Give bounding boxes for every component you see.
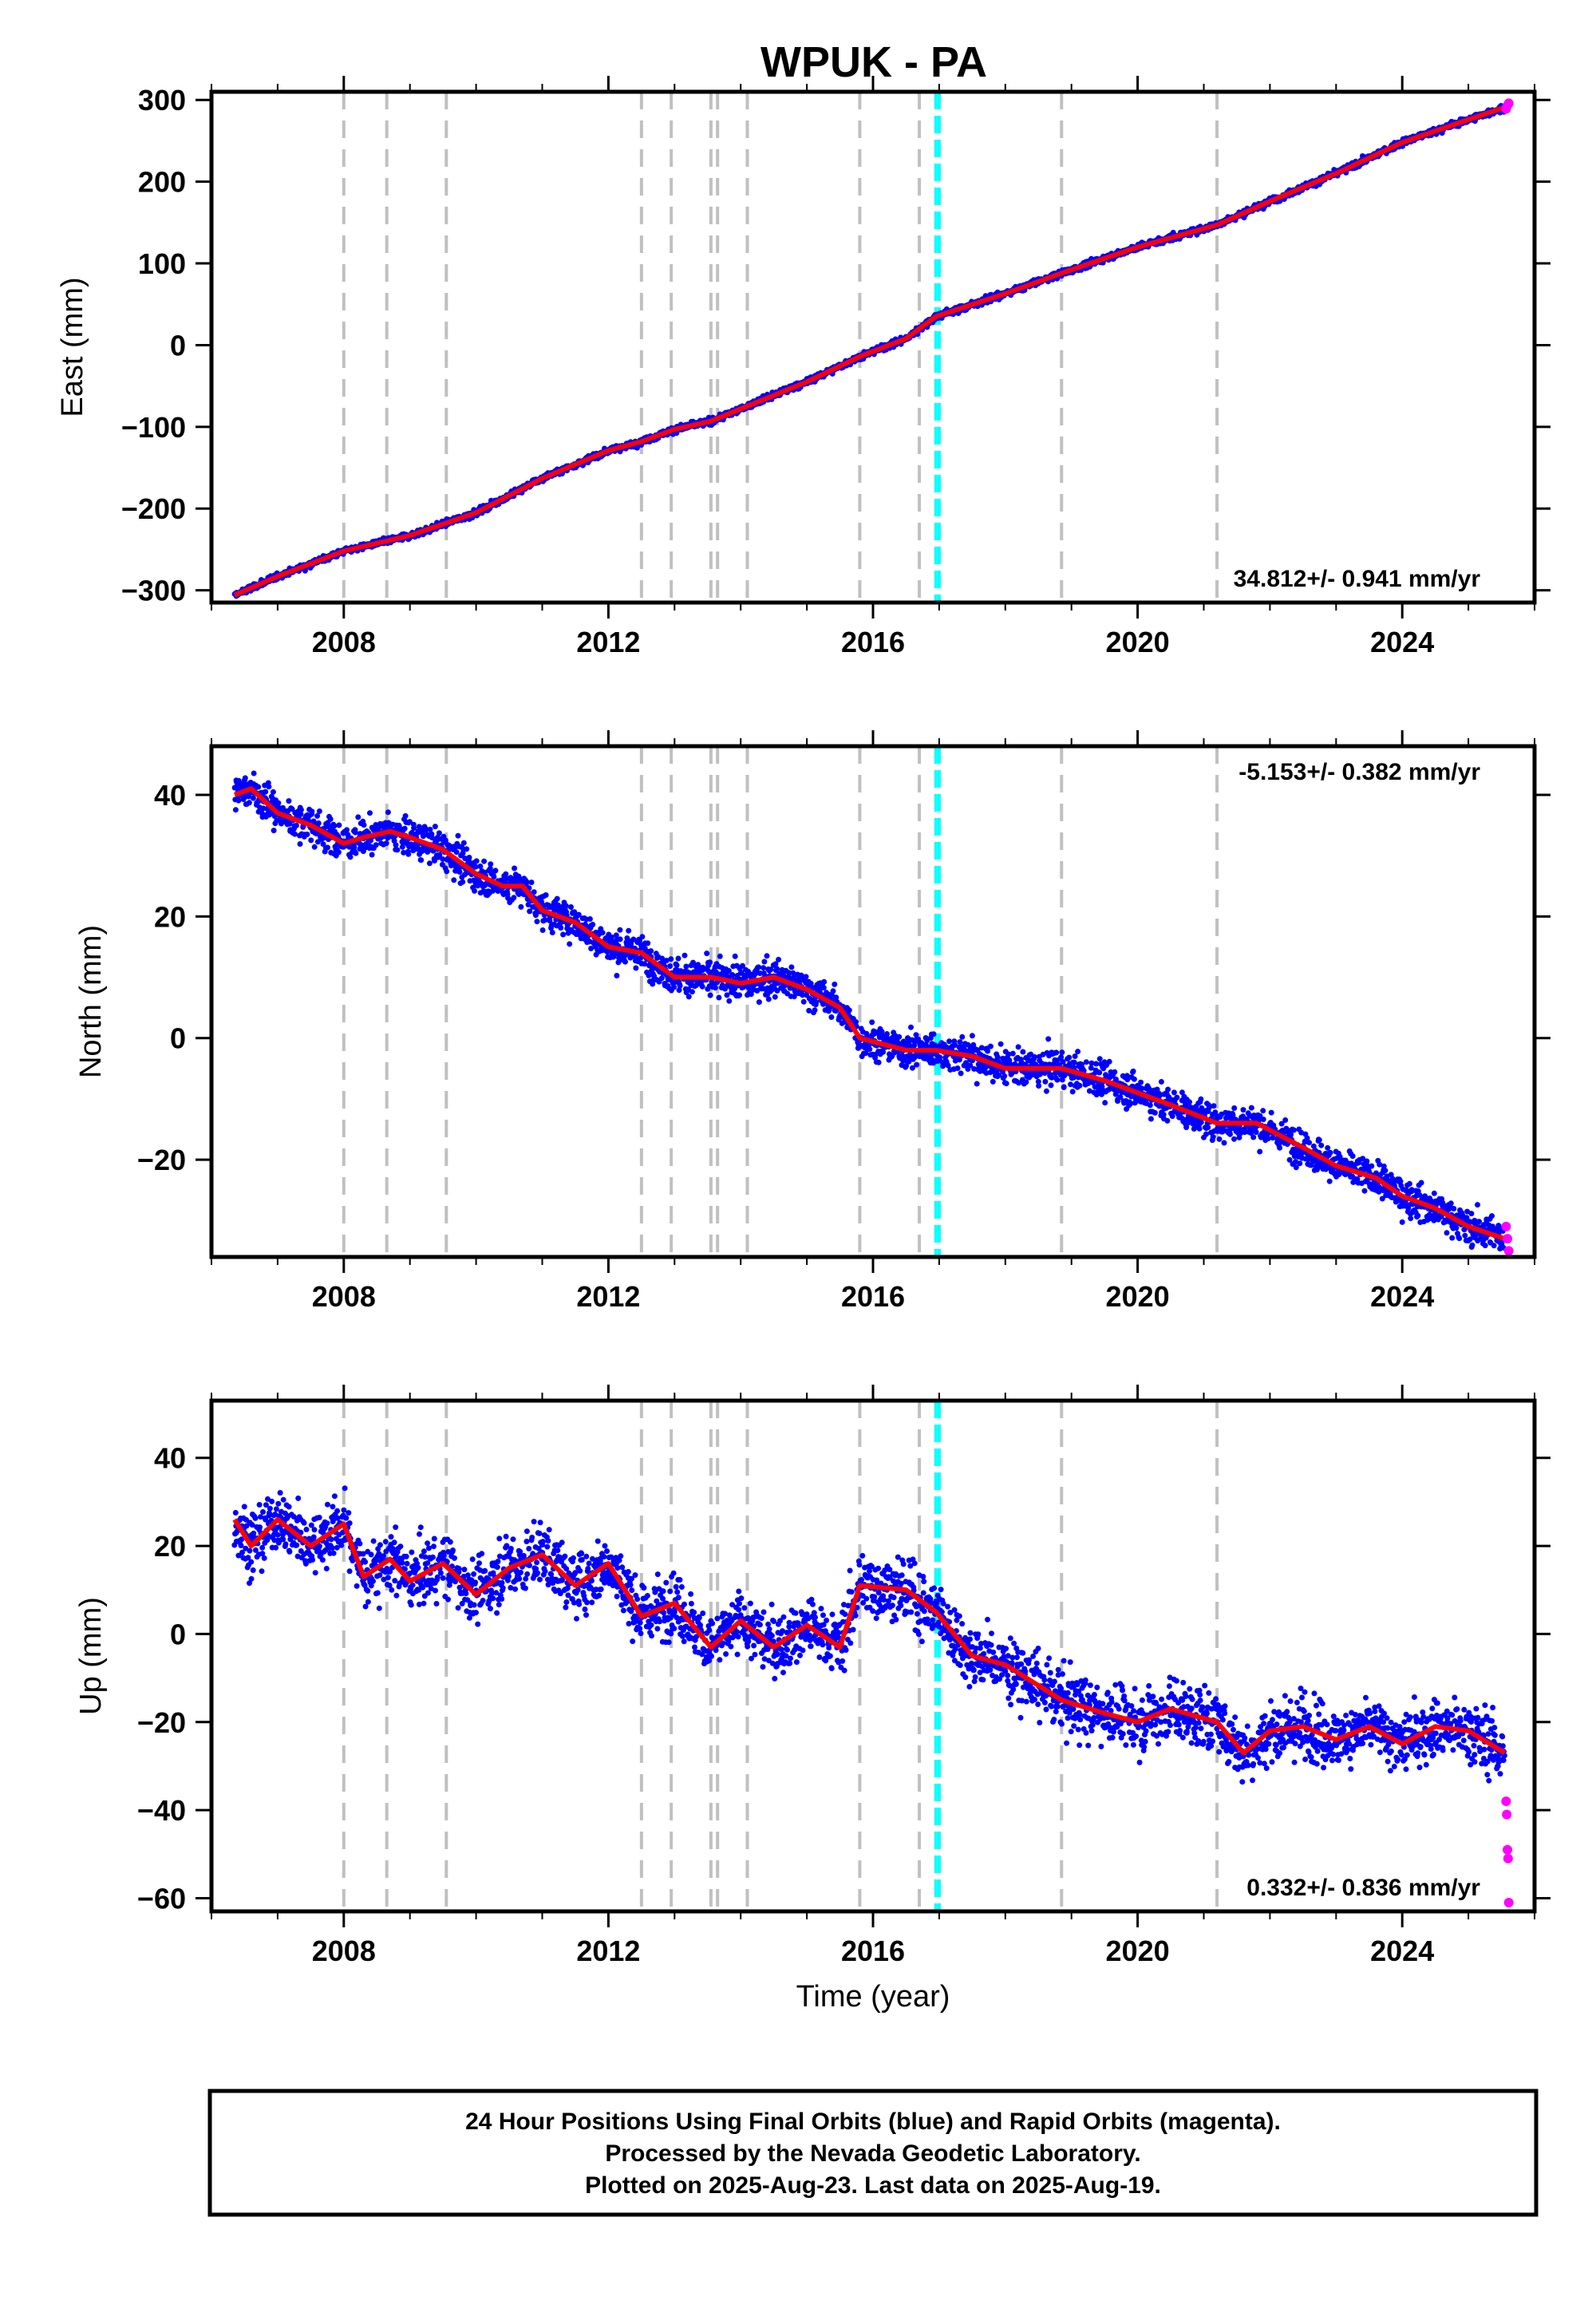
rapid-orbit-point: [1503, 1246, 1514, 1256]
rapid-orbit-point: [1501, 1221, 1511, 1231]
y-axis-label: North (mm): [74, 925, 108, 1078]
x-tick-label: 2020: [1106, 1935, 1170, 1967]
velocity-rate-label: 0.332+/- 0.836 mm/yr: [1246, 1875, 1480, 1901]
x-tick-label: 2024: [1370, 1935, 1434, 1967]
velocity-rate-label: -5.153+/- 0.382 mm/yr: [1238, 759, 1480, 785]
y-tick-label: 40: [154, 779, 186, 812]
final-orbit-points: [231, 770, 1507, 1252]
x-tick-label: 2016: [841, 1935, 905, 1967]
model-fit-line: [233, 105, 1506, 598]
x-tick-label: 2020: [1106, 1280, 1170, 1313]
footer-line-2: Processed by the Nevada Geodetic Laborat…: [605, 2140, 1140, 2167]
footer-line-3: Plotted on 2025-Aug-23. Last data on 202…: [585, 2172, 1161, 2199]
y-tick-label: −60: [137, 1882, 186, 1915]
rapid-orbit-point: [1503, 1844, 1513, 1855]
y-tick-label: −20: [137, 1144, 186, 1176]
plot-frame: [209, 1398, 1537, 1914]
panel-north: 2008 2012 2016 2020 2024 −20 0 20 40 North (mm) -5…: [74, 730, 1551, 1313]
rapid-orbit-point: [1503, 98, 1514, 109]
y-tick-label: 0: [170, 1022, 186, 1055]
y-tick-label: 0: [170, 329, 186, 362]
y-tick-label: 100: [138, 247, 186, 280]
rapid-orbit-point: [1503, 1853, 1513, 1863]
x-tick-label: 2012: [576, 1935, 640, 1967]
y-tick-label: 300: [138, 84, 186, 117]
y-axis-label: East (mm): [56, 277, 89, 417]
footer-line-1: 24 Hour Positions Using Final Orbits (bl…: [465, 2109, 1281, 2135]
final-orbit-points: [231, 1485, 1507, 1785]
x-tick-label: 2024: [1370, 626, 1434, 658]
x-tick-label: 2016: [841, 626, 905, 658]
x-tick-label: 2020: [1106, 626, 1170, 658]
y-tick-label: 40: [154, 1442, 186, 1475]
x-tick-label: 2008: [312, 1280, 376, 1313]
x-tick-label: 2016: [841, 1280, 905, 1313]
y-tick-label: 200: [138, 166, 186, 199]
x-tick-label: 2008: [312, 626, 376, 658]
y-tick-label: −100: [121, 411, 186, 444]
y-tick-label: −300: [121, 575, 186, 607]
panel-up: 2008 2012 2016 2020 2024 −60 −40 −20 0 20 40 Up (mm…: [74, 1385, 1551, 1967]
panel-east: 2008 2012 2016 2020 2024 −300 −200 −100 0 100 200 3…: [56, 76, 1551, 658]
x-tick-label: 2012: [576, 626, 640, 658]
y-tick-label: −20: [137, 1706, 186, 1739]
x-tick-label: 2012: [576, 1280, 640, 1313]
x-axis-label: Time (year): [796, 1980, 950, 2014]
y-tick-label: 0: [170, 1618, 186, 1650]
footer-box: [207, 2089, 1539, 2217]
rapid-orbit-point: [1501, 1796, 1511, 1807]
y-tick-label: −40: [137, 1794, 186, 1827]
y-tick-label: 20: [154, 1530, 186, 1563]
model-fit-line: [232, 1517, 1507, 1756]
x-tick-label: 2008: [312, 1935, 376, 1967]
model-fit-line: [233, 786, 1506, 1241]
velocity-rate-label: 34.812+/- 0.941 mm/yr: [1234, 566, 1481, 592]
rapid-orbit-point: [1503, 1897, 1514, 1907]
rapid-orbit-point: [1502, 1809, 1512, 1820]
y-tick-label: −200: [121, 492, 186, 525]
rapid-orbit-point: [1503, 1234, 1513, 1244]
y-axis-label: Up (mm): [74, 1597, 108, 1715]
x-tick-label: 2024: [1370, 1280, 1434, 1313]
y-tick-label: 20: [154, 900, 186, 933]
